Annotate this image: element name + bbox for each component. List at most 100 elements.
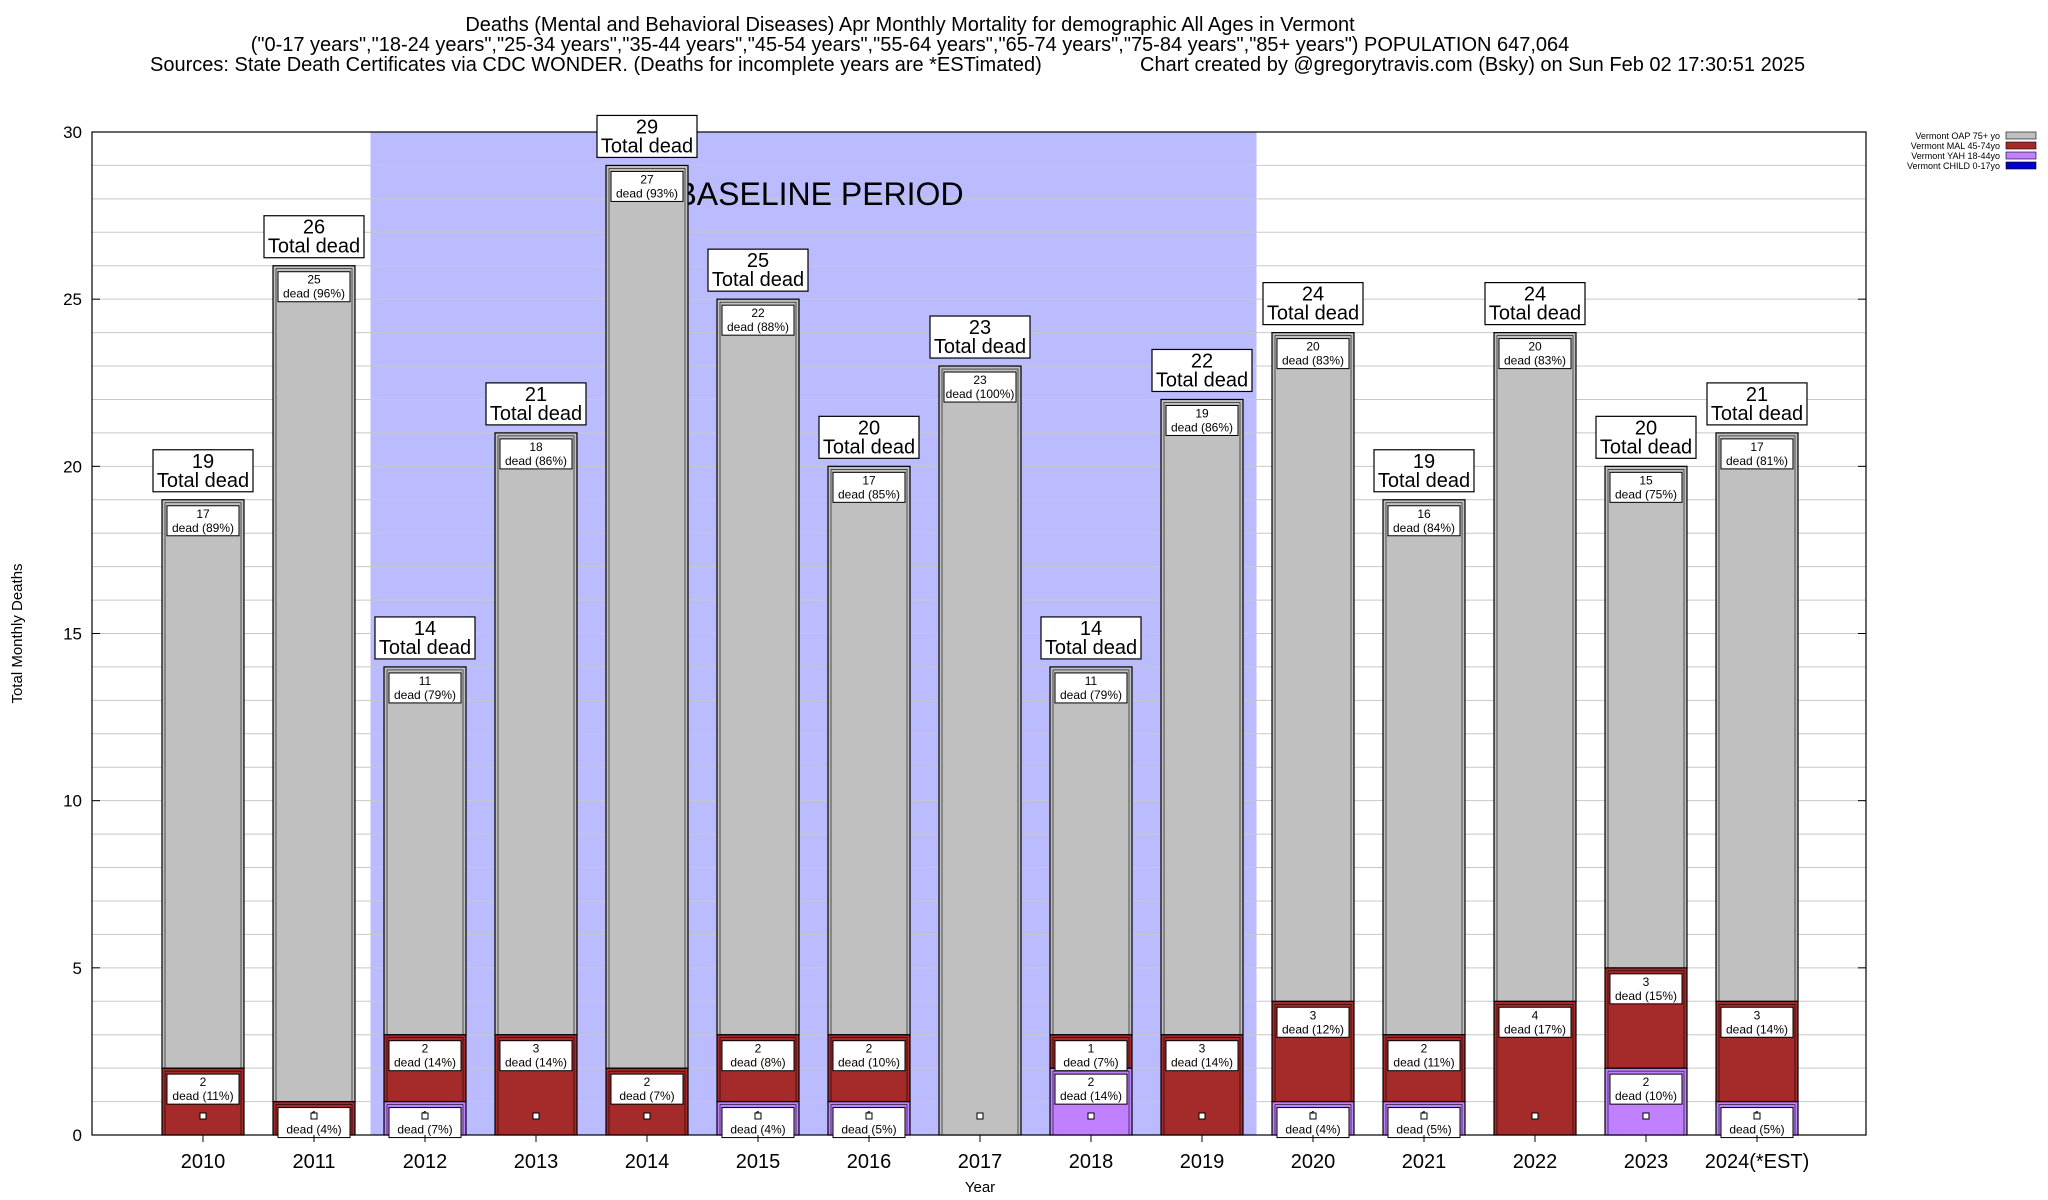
chart-subtitle: ("0-17 years","18-24 years","25-34 years… (250, 34, 1570, 56)
segment-percent-label: dead (79%) (1060, 688, 1122, 702)
bar-segment-inner (1718, 1003, 1796, 1102)
x-tick-label: 2014 (625, 1151, 670, 1173)
bar-segment-inner (1607, 469, 1685, 969)
y-tick-label: 0 (73, 1126, 82, 1145)
segment-percent-label: dead (83%) (1282, 354, 1344, 368)
bar-segment (1049, 666, 1133, 1036)
segment-label-box (166, 505, 240, 537)
total-text-label: Total dead (712, 269, 804, 291)
legend-swatch (2005, 131, 2037, 140)
total-label-box (1484, 282, 1586, 326)
total-label-box (1373, 449, 1475, 493)
legend-swatch (2005, 141, 2037, 150)
bar-segment-inner (1718, 435, 1796, 1002)
total-count-label: 14 (414, 618, 436, 640)
y-axis-label: Total Monthly Deaths (9, 563, 26, 703)
legend-label: Vermont OAP 75+ yo (1915, 131, 2000, 141)
segment-label-box (1720, 438, 1794, 470)
segment-percent-label: dead (7%) (1063, 1056, 1118, 1070)
total-count-label: 24 (1302, 284, 1324, 306)
total-text-label: Total dead (157, 470, 249, 492)
segment-count-label: 3 (1754, 1008, 1761, 1022)
segment-label-box (1609, 1073, 1683, 1105)
bar-marker (1753, 1112, 1761, 1120)
segment-count-label: 20 (1528, 340, 1542, 354)
segment-percent-label: dead (81%) (1726, 454, 1788, 468)
total-text-label: Total dead (268, 236, 360, 258)
bar-marker (1531, 1112, 1539, 1120)
segment-percent-label: dead (11%) (172, 1089, 233, 1103)
y-tick-label: 5 (73, 959, 82, 978)
segment-percent-label: dead (84%) (1393, 521, 1455, 535)
x-tick-label: 2012 (403, 1151, 448, 1173)
segment-count-label: 3 (1310, 1008, 1317, 1022)
segment-percent-label: dead (11%) (1393, 1056, 1454, 1070)
segment-label-box (1720, 1006, 1794, 1038)
total-count-label: 14 (1080, 618, 1102, 640)
bar-segment (938, 365, 1022, 1136)
total-count-label: 24 (1524, 284, 1546, 306)
bar-marker (421, 1112, 429, 1120)
segment-percent-label: dead (7%) (397, 1123, 452, 1137)
x-tick-label: 2015 (736, 1151, 781, 1173)
segment-percent-label: dead (14%) (1171, 1056, 1233, 1070)
segment-label-box (1498, 1006, 1572, 1038)
segment-label-box (388, 672, 462, 704)
y-tick-label: 10 (63, 792, 82, 811)
bar-segment (1493, 332, 1577, 1002)
total-count-label: 19 (1413, 451, 1435, 473)
segment-label-box (1165, 404, 1239, 436)
bar-segment (605, 164, 689, 1069)
x-tick-label: 2010 (181, 1151, 226, 1173)
total-label-box (485, 382, 587, 426)
bar-segment (383, 666, 467, 1036)
segment-percent-label: dead (4%) (1285, 1123, 1340, 1137)
segment-count-label: 2 (755, 1042, 762, 1056)
segment-percent-label: dead (96%) (283, 287, 345, 301)
segment-count-label: 3 (533, 1042, 540, 1056)
segment-count-label: 23 (973, 373, 987, 387)
segment-label-box (1165, 1040, 1239, 1072)
total-label-box (1151, 348, 1253, 393)
bar-segment-inner (386, 1037, 464, 1102)
segment-percent-label: dead (86%) (1171, 420, 1233, 434)
total-label-box (818, 415, 920, 459)
segment-label-box (1054, 672, 1128, 704)
segment-percent-label: dead (17%) (1504, 1022, 1566, 1036)
x-tick-label: 2011 (292, 1151, 335, 1173)
total-count-label: 20 (858, 417, 880, 439)
bar-marker (865, 1112, 873, 1120)
total-text-label: Total dead (1489, 303, 1581, 325)
x-tick-label: 2023 (1624, 1151, 1669, 1173)
segment-percent-label: dead (5%) (1729, 1123, 1784, 1137)
segment-count-label: 16 (1417, 507, 1431, 521)
baseline-period-label: BASELINE PERIOD (675, 176, 963, 212)
segment-percent-label: dead (100%) (946, 387, 1015, 401)
x-tick-label: 2013 (514, 1151, 559, 1173)
total-count-label: 22 (1191, 350, 1213, 372)
total-count-label: 20 (1635, 417, 1657, 439)
x-tick-label: 2022 (1513, 1151, 1558, 1173)
segment-count-label: 4 (1532, 1008, 1539, 1022)
x-tick-label: 2017 (958, 1151, 1003, 1173)
bar-segment (1715, 432, 1799, 1002)
bar-marker (1642, 1112, 1650, 1120)
total-text-label: Total dead (1045, 637, 1137, 659)
legend-label: Vermont CHILD 0-17yo (1907, 161, 2000, 171)
segment-label-box (277, 271, 351, 303)
bar-segment-inner (719, 1037, 797, 1102)
segment-percent-label: dead (14%) (505, 1056, 567, 1070)
segment-label-box (1276, 1006, 1350, 1038)
legend-label: Vermont YAH 18-44yo (1911, 151, 2000, 161)
total-label-box (707, 248, 809, 292)
segment-count-label: 19 (1195, 406, 1209, 420)
y-tick-label: 20 (63, 457, 82, 476)
segment-label-box (1498, 338, 1572, 370)
bar-marker (1198, 1112, 1206, 1120)
segment-percent-label: dead (7%) (619, 1089, 674, 1103)
bar-segment-inner (386, 669, 464, 1036)
legend-swatch (2005, 161, 2037, 170)
bar-segment-inner (1607, 970, 1685, 1069)
bar-marker (1309, 1112, 1317, 1120)
segment-count-label: 2 (1088, 1075, 1095, 1089)
